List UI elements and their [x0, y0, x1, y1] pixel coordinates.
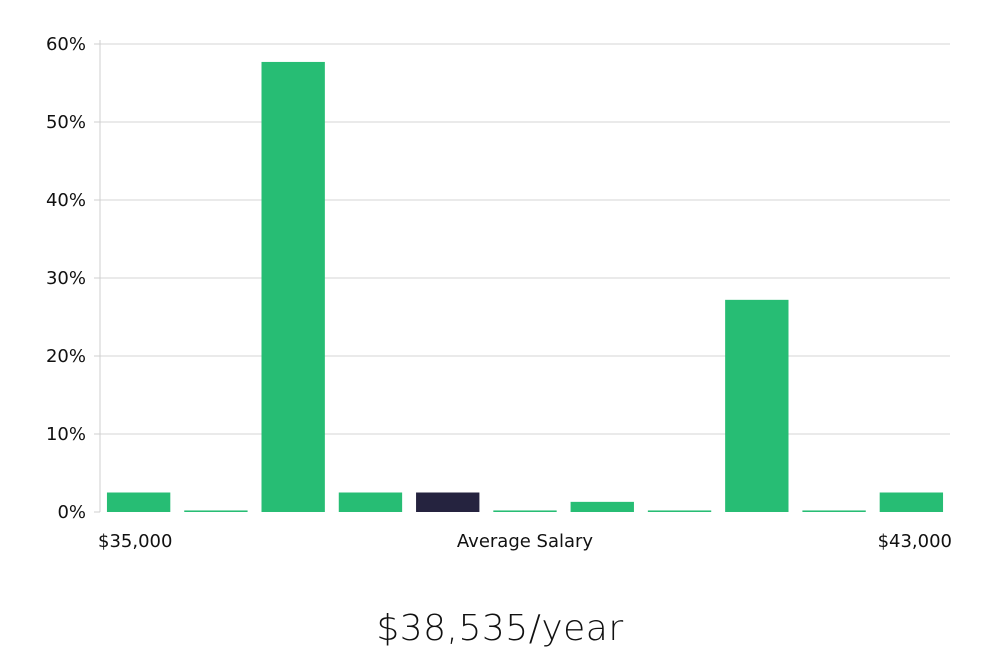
y-tick-label: 60% [46, 34, 86, 55]
histogram-bar [725, 299, 789, 512]
histogram-bar-highlighted [416, 492, 480, 512]
y-tick-label: 0% [57, 502, 86, 523]
histogram-bar [261, 61, 325, 512]
average-salary-value: $38,535/year [376, 608, 624, 649]
grid-lines [100, 43, 950, 435]
histogram-bar [106, 492, 171, 512]
bars [106, 61, 944, 512]
x-axis-title: Average Salary [457, 531, 594, 552]
y-tick-label: 50% [46, 112, 86, 133]
y-tick-label: 30% [46, 268, 86, 289]
y-tick-label: 20% [46, 346, 86, 367]
x-axis-min-label: $35,000 [98, 531, 172, 552]
y-tick-label: 10% [46, 424, 86, 445]
histogram-svg: 0% 10% 20% 30% 40% 50% 60% $35,000 Average Sal… [46, 34, 952, 552]
histogram-bar [570, 501, 634, 512]
y-tick-label: 40% [46, 190, 86, 211]
histogram-bar [338, 492, 403, 512]
histogram-bar [184, 510, 248, 512]
x-axis-max-label: $43,000 [878, 531, 952, 552]
histogram-bar [802, 510, 866, 512]
histogram-bar [879, 492, 944, 512]
histogram-bar [647, 510, 712, 512]
y-axis-ticks: 0% 10% 20% 30% 40% 50% 60% [46, 34, 100, 523]
histogram-bar [493, 510, 557, 512]
